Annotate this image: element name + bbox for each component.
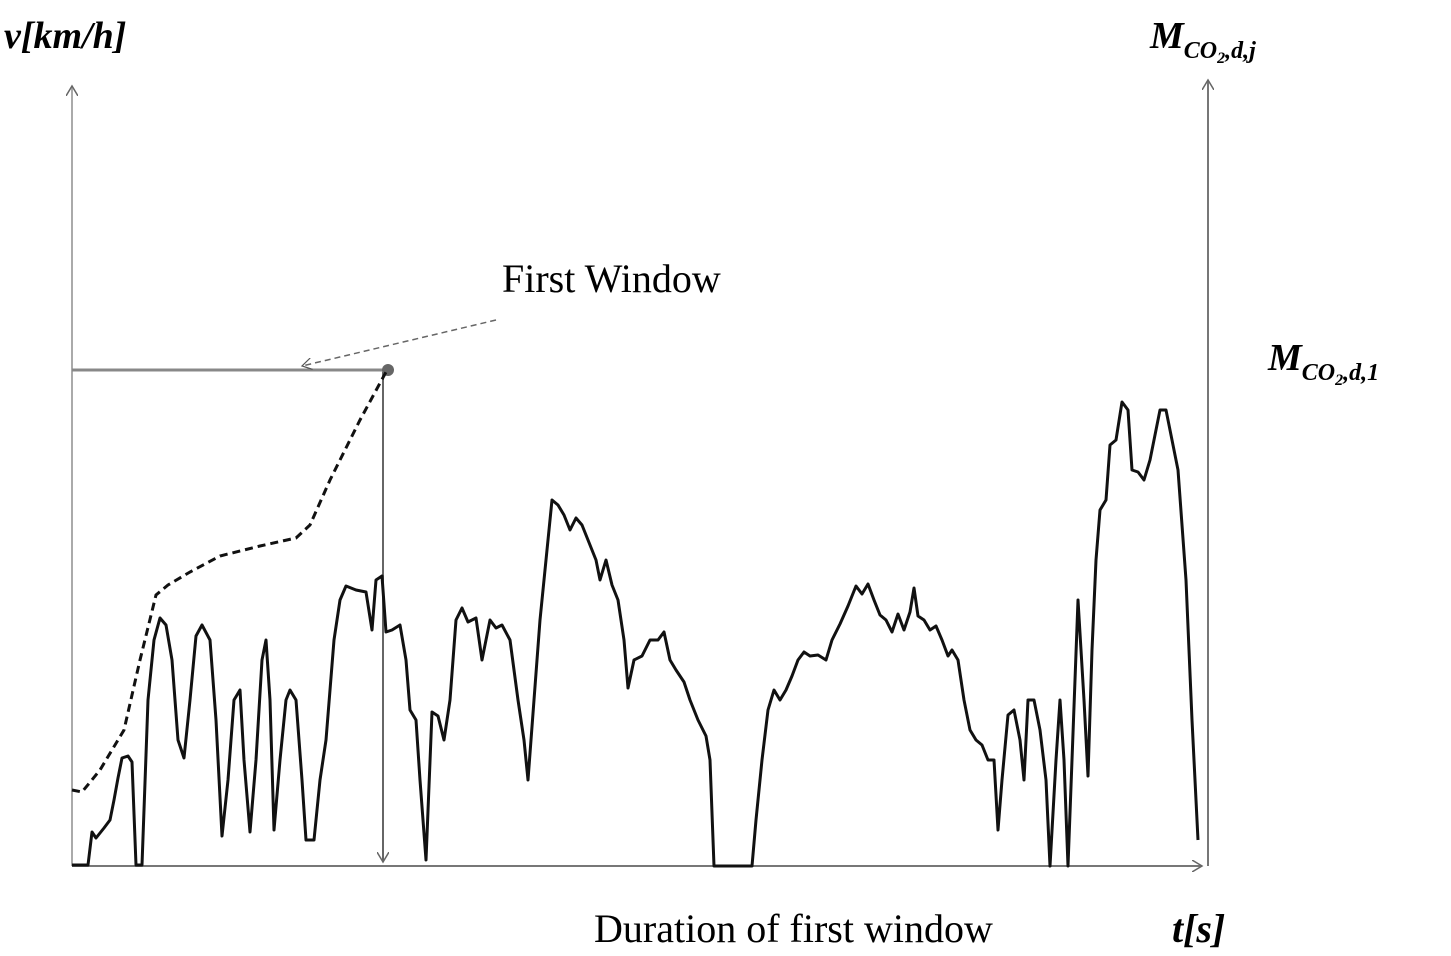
x-axis-label: t[s] [1172, 906, 1225, 951]
label-sub-index: 2 [1216, 50, 1225, 67]
window-label: First Window [502, 256, 721, 301]
label-sub-tail: ,d,j [1224, 38, 1256, 64]
duration-label: Duration of first window [594, 906, 993, 951]
window-value-label: MCO2,d,1 [1267, 337, 1379, 389]
label-pointer [302, 319, 497, 366]
label-sub-index: 2 [1334, 372, 1343, 389]
label-sub: CO [1302, 360, 1335, 386]
speed-trace [72, 400, 1200, 868]
right-axis-label: MCO2,d,j [1149, 15, 1256, 67]
label-main: M [1267, 337, 1303, 379]
label-sub: CO [1184, 38, 1217, 64]
label-main: M [1149, 15, 1185, 57]
cumulative-curve [71, 371, 388, 794]
label-sub-tail: ,d,1 [1342, 360, 1379, 386]
y-axis-label: v[km/h] [4, 15, 126, 57]
